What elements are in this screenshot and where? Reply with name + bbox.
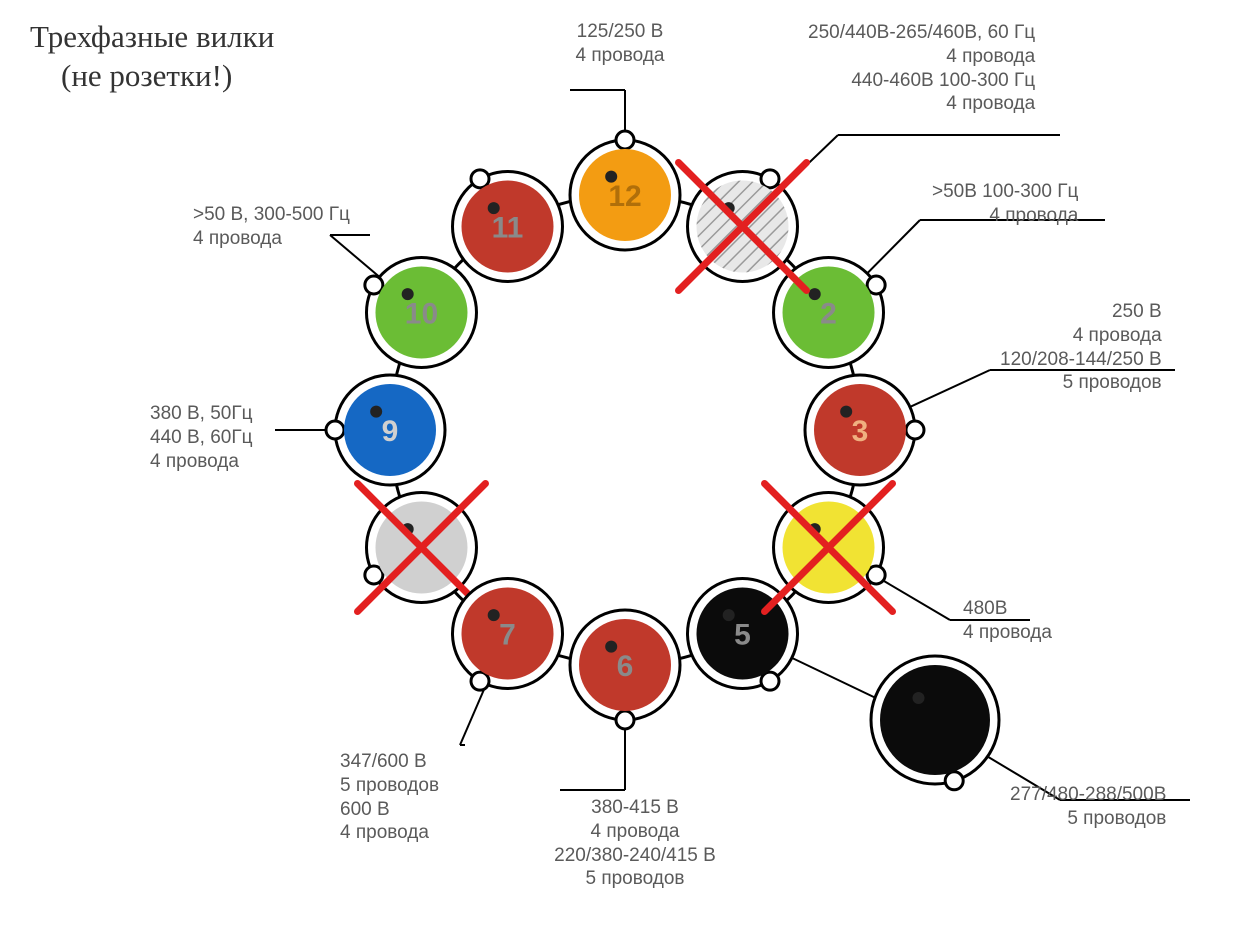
svg-text:6: 6 — [617, 650, 634, 683]
node-11: 11 — [453, 170, 563, 282]
node-7: 7 — [453, 579, 563, 691]
label-12: 125/250 В 4 провода — [530, 20, 710, 68]
label-5: 347/600 В 5 проводов 600 В 4 провода — [340, 750, 470, 845]
page-title: Трехфазные вилки (не розетки!) — [30, 18, 274, 96]
node-4 — [765, 484, 893, 612]
svg-text:7: 7 — [499, 619, 516, 652]
label-8: 480В 4 провода — [963, 597, 1052, 645]
node-3: 3 — [805, 375, 924, 485]
svg-text:12: 12 — [608, 180, 641, 213]
svg-text:3: 3 — [852, 415, 869, 448]
node-9: 9 — [326, 375, 445, 485]
label-9: 250 В 4 провода 120/208-144/250 В 5 пров… — [1000, 300, 1162, 395]
svg-text:2: 2 — [820, 298, 837, 331]
node-10: 10 — [365, 258, 477, 368]
label-2: >50 В, 300-500 Гц 4 провода — [193, 203, 350, 251]
svg-text:11: 11 — [492, 211, 524, 244]
label-3: 380 В, 50Гц 440 В, 60Гц 4 провода — [150, 402, 280, 473]
title-line-2: (не розетки!) — [61, 58, 232, 93]
svg-text:10: 10 — [405, 298, 438, 331]
node-8 — [357, 484, 485, 612]
node-1 — [679, 162, 807, 290]
label-6: 380-415 В 4 провода 220/380-240/415 В 5 … — [530, 796, 740, 891]
label-extra-black: 277/480-288/500В 5 проводов — [1010, 783, 1166, 831]
node-12: 12 — [570, 131, 680, 250]
node-extra-black — [871, 656, 999, 790]
svg-text:5: 5 — [734, 619, 751, 652]
node-6: 6 — [570, 610, 680, 729]
label-11: 250/440В-265/460В, 60 Гц 4 провода 440-4… — [808, 21, 1035, 116]
label-10: >50В 100-300 Гц 4 провода — [932, 180, 1078, 228]
title-line-1: Трехфазные вилки — [30, 19, 274, 54]
svg-text:9: 9 — [382, 415, 399, 448]
